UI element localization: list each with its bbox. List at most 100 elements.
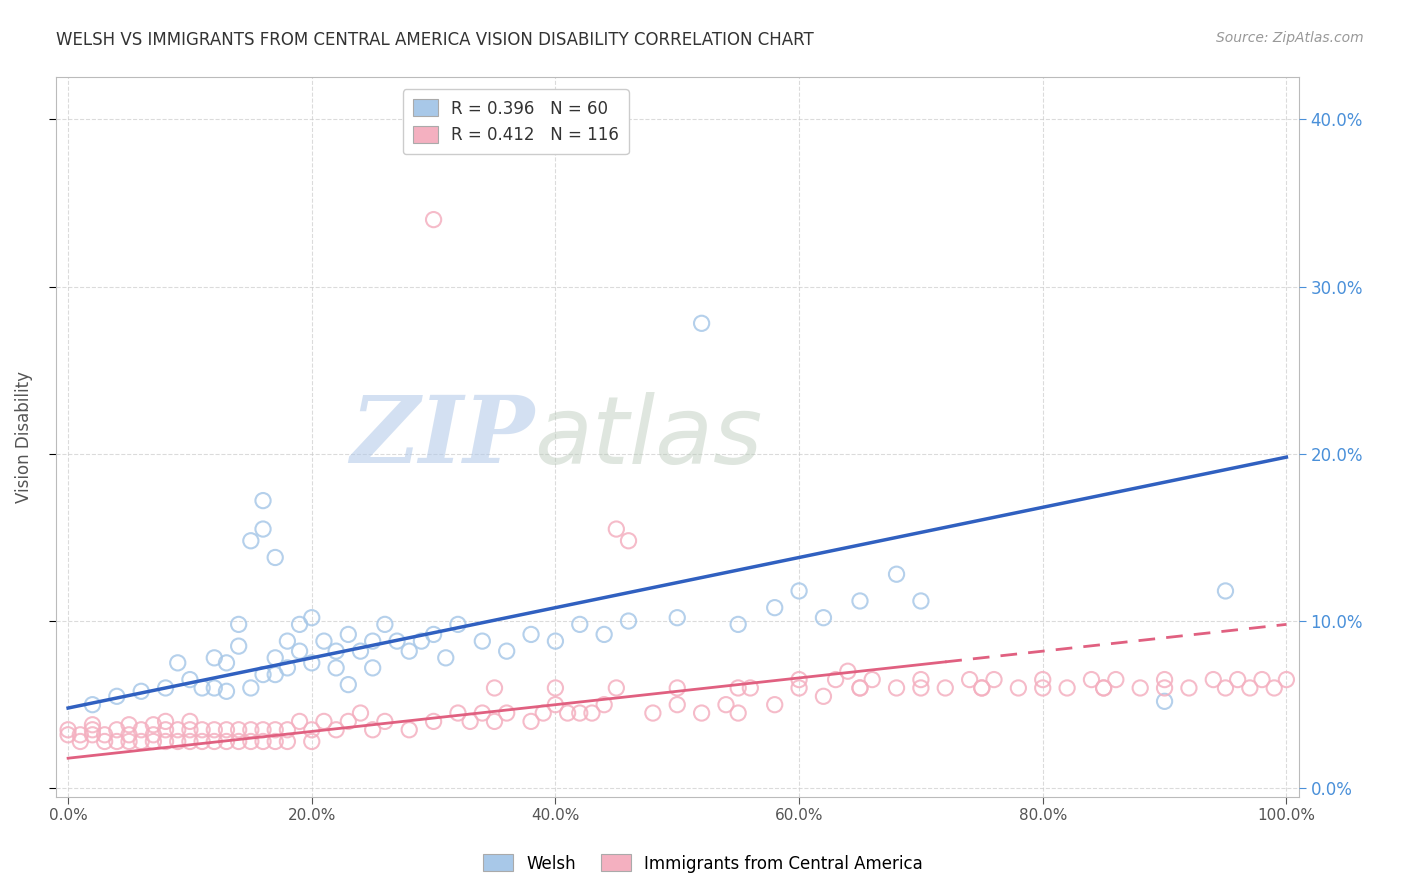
- Point: [557, 706, 579, 720]
- Point: [228, 734, 250, 748]
- Point: [288, 714, 311, 729]
- Point: [264, 550, 287, 565]
- Point: [422, 714, 444, 729]
- Point: [666, 681, 689, 695]
- Point: [605, 681, 627, 695]
- Point: [337, 714, 360, 729]
- Point: [312, 714, 335, 729]
- Point: [1080, 673, 1102, 687]
- Point: [276, 634, 298, 648]
- Point: [264, 650, 287, 665]
- Point: [837, 664, 859, 678]
- Point: [105, 723, 128, 737]
- Point: [1226, 673, 1249, 687]
- Point: [374, 617, 396, 632]
- Point: [1153, 681, 1175, 695]
- Point: [1032, 681, 1054, 695]
- Point: [484, 714, 506, 729]
- Point: [202, 650, 225, 665]
- Point: [264, 734, 287, 748]
- Point: [1032, 673, 1054, 687]
- Point: [1007, 681, 1029, 695]
- Point: [228, 617, 250, 632]
- Point: [239, 533, 262, 548]
- Point: [264, 667, 287, 681]
- Point: [361, 661, 384, 675]
- Point: [155, 681, 177, 695]
- Point: [714, 698, 737, 712]
- Point: [215, 723, 238, 737]
- Point: [581, 706, 603, 720]
- Legend: Welsh, Immigrants from Central America: Welsh, Immigrants from Central America: [477, 847, 929, 880]
- Point: [155, 734, 177, 748]
- Point: [1056, 681, 1078, 695]
- Point: [849, 681, 872, 695]
- Point: [361, 634, 384, 648]
- Point: [422, 212, 444, 227]
- Y-axis label: Vision Disability: Vision Disability: [15, 371, 32, 503]
- Point: [118, 718, 141, 732]
- Point: [434, 650, 457, 665]
- Point: [252, 667, 274, 681]
- Point: [276, 661, 298, 675]
- Point: [252, 493, 274, 508]
- Point: [484, 681, 506, 695]
- Point: [215, 734, 238, 748]
- Point: [495, 644, 517, 658]
- Point: [544, 634, 567, 648]
- Point: [824, 673, 846, 687]
- Point: [1153, 694, 1175, 708]
- Text: WELSH VS IMMIGRANTS FROM CENTRAL AMERICA VISION DISABILITY CORRELATION CHART: WELSH VS IMMIGRANTS FROM CENTRAL AMERICA…: [56, 31, 814, 49]
- Point: [886, 567, 908, 582]
- Point: [959, 673, 981, 687]
- Point: [264, 723, 287, 737]
- Point: [1275, 673, 1298, 687]
- Point: [727, 617, 749, 632]
- Point: [910, 681, 932, 695]
- Point: [56, 723, 79, 737]
- Point: [690, 316, 713, 330]
- Point: [495, 706, 517, 720]
- Point: [740, 681, 762, 695]
- Point: [605, 522, 627, 536]
- Point: [690, 706, 713, 720]
- Point: [142, 728, 165, 742]
- Point: [349, 644, 371, 658]
- Point: [239, 681, 262, 695]
- Point: [398, 723, 420, 737]
- Point: [983, 673, 1005, 687]
- Point: [312, 634, 335, 648]
- Point: [179, 673, 201, 687]
- Point: [239, 734, 262, 748]
- Point: [191, 734, 214, 748]
- Point: [787, 583, 810, 598]
- Point: [166, 656, 188, 670]
- Point: [1202, 673, 1225, 687]
- Point: [520, 714, 543, 729]
- Point: [727, 706, 749, 720]
- Point: [860, 673, 883, 687]
- Point: [337, 677, 360, 691]
- Point: [228, 723, 250, 737]
- Point: [763, 600, 786, 615]
- Point: [179, 723, 201, 737]
- Point: [215, 656, 238, 670]
- Point: [447, 617, 470, 632]
- Point: [727, 681, 749, 695]
- Point: [970, 681, 993, 695]
- Point: [155, 723, 177, 737]
- Point: [105, 734, 128, 748]
- Point: [93, 734, 115, 748]
- Point: [166, 723, 188, 737]
- Point: [105, 690, 128, 704]
- Point: [288, 644, 311, 658]
- Text: Source: ZipAtlas.com: Source: ZipAtlas.com: [1216, 31, 1364, 45]
- Point: [129, 734, 152, 748]
- Point: [666, 698, 689, 712]
- Point: [82, 728, 104, 742]
- Point: [179, 734, 201, 748]
- Point: [1092, 681, 1115, 695]
- Point: [288, 617, 311, 632]
- Point: [325, 661, 347, 675]
- Point: [531, 706, 554, 720]
